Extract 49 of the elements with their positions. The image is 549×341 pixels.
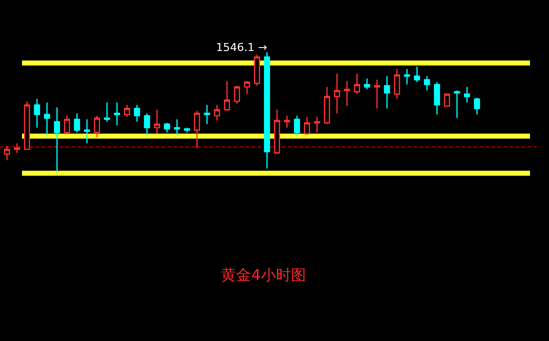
candlestick (304, 116, 310, 136)
candlestick (324, 86, 330, 125)
candlestick (84, 118, 90, 144)
candlestick (464, 86, 470, 104)
candlestick (284, 115, 290, 128)
candlestick (274, 109, 280, 155)
candlestick (364, 78, 370, 90)
candlestick (404, 68, 410, 86)
candlestick (134, 104, 140, 122)
candlestick (34, 98, 40, 128)
candlestick (354, 73, 360, 95)
candlestick (124, 104, 130, 118)
candlestick (54, 106, 60, 173)
candlestick (334, 73, 340, 114)
candlestick (144, 112, 150, 136)
candlestick (384, 76, 390, 110)
candlestick (314, 116, 320, 134)
candlestick (224, 80, 230, 112)
candlestick (24, 100, 30, 150)
candlestick (204, 104, 210, 125)
candlestick (74, 112, 80, 134)
candlestick (414, 66, 420, 83)
candlestick (214, 104, 220, 122)
candlestick (294, 115, 300, 136)
candlestick (234, 85, 240, 104)
candlestick (454, 90, 460, 119)
candlestick (264, 52, 270, 170)
candlestick (374, 79, 380, 110)
candlestick (174, 118, 180, 136)
candlestick (114, 102, 120, 126)
candlestick (64, 115, 70, 134)
candlestick (44, 102, 50, 136)
candlestick (344, 80, 350, 107)
candlestick (474, 97, 480, 116)
annotation: 1546.1 → (216, 41, 268, 54)
candlestick (194, 110, 200, 149)
text: 黄金4小时图 (221, 266, 306, 284)
candlestick (424, 76, 430, 92)
candlestick (104, 102, 110, 122)
candlestick (254, 54, 260, 86)
candlestick (394, 68, 400, 100)
candlestick (434, 82, 440, 116)
candlestick (4, 145, 10, 161)
candlestick (444, 94, 450, 107)
candlestick (94, 115, 100, 138)
candlestick (244, 80, 250, 95)
candlestick (154, 109, 160, 134)
candlestick (164, 122, 170, 134)
candlestick (14, 142, 20, 154)
